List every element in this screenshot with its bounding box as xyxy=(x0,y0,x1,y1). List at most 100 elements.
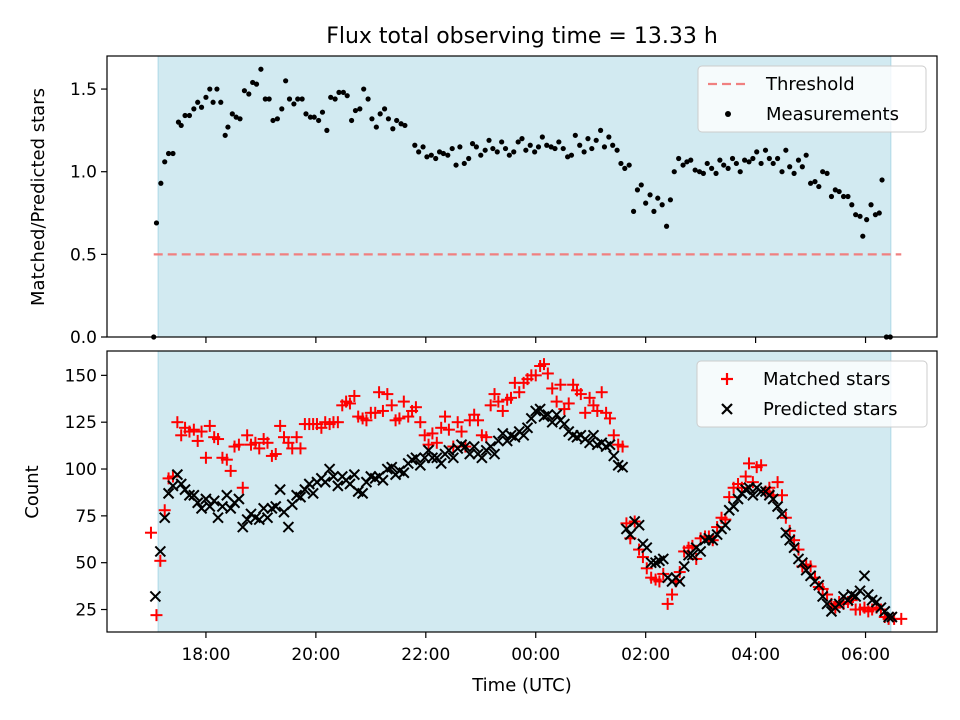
predicted-star-point xyxy=(241,513,253,526)
matched-star-point xyxy=(783,524,796,537)
matched-star-point xyxy=(554,378,567,391)
predicted-star-point xyxy=(307,487,319,500)
predicted-star-point xyxy=(767,493,779,505)
matched-star-point xyxy=(488,388,501,401)
measurement-point xyxy=(519,136,525,142)
matched-star-point xyxy=(187,423,200,436)
predicted-star-point xyxy=(294,491,307,503)
measurement-point xyxy=(357,106,363,112)
measurement-point xyxy=(274,116,280,122)
matched-star-point xyxy=(711,521,724,534)
count-y-axis-label: Count xyxy=(22,465,43,518)
predicted-star-point xyxy=(886,611,898,623)
matched-star-point xyxy=(607,429,620,442)
predicted-star-point xyxy=(542,408,554,421)
measurement-point xyxy=(598,127,604,133)
matched-star-point xyxy=(666,588,679,601)
measurement-point xyxy=(614,147,620,153)
measurement-point xyxy=(527,142,533,148)
time-x-tick-label: 06:00 xyxy=(841,645,890,665)
measurement-point xyxy=(762,147,769,153)
matched-star-point xyxy=(373,386,386,399)
measurement-point xyxy=(222,132,228,138)
predicted-star-point xyxy=(616,461,629,473)
predicted-star-point xyxy=(261,512,274,524)
legend-measurements-swatch xyxy=(725,111,731,117)
measurement-points xyxy=(151,66,893,340)
measurement-point xyxy=(544,142,550,148)
legend-threshold-label: Threshold xyxy=(765,74,855,95)
measurement-point xyxy=(585,136,591,142)
predicted-star-point xyxy=(443,444,455,456)
measurement-point xyxy=(349,117,355,124)
predicted-star-point xyxy=(796,556,809,569)
predicted-star-point xyxy=(224,502,237,515)
measurement-point xyxy=(499,139,505,145)
predicted-star-point xyxy=(776,508,788,520)
measurement-point xyxy=(445,152,451,158)
measurement-point xyxy=(352,107,359,114)
predicted-star-point xyxy=(492,435,505,447)
matched-star-point xyxy=(331,416,344,429)
predicted-star-point xyxy=(747,489,759,501)
measurement-point xyxy=(433,155,439,162)
measurement-point xyxy=(754,149,760,155)
measurement-point xyxy=(659,202,665,208)
measurement-point xyxy=(303,111,309,117)
matched-star-point xyxy=(451,416,464,429)
predicted-star-point xyxy=(497,427,509,440)
matched-star-point xyxy=(166,470,179,483)
predicted-star-point xyxy=(719,519,732,531)
measurement-point xyxy=(283,78,289,84)
matched-star-point xyxy=(562,397,575,410)
matched-star-point xyxy=(746,476,759,489)
predicted-star-point xyxy=(727,500,740,513)
ratio-panel-frame xyxy=(106,55,938,338)
predicted-star-point xyxy=(608,450,620,462)
measurement-point xyxy=(153,220,160,226)
ratio-y-tick-label: 0.0 xyxy=(70,328,97,348)
measurement-point xyxy=(246,91,252,97)
matched-star-point xyxy=(409,401,422,414)
measurement-point xyxy=(671,169,677,175)
predicted-star-point xyxy=(332,480,344,492)
count-panel-frame xyxy=(106,350,938,633)
matched-star-point xyxy=(755,459,768,472)
ratio-x-ticks xyxy=(205,337,867,343)
measurement-point xyxy=(506,152,512,158)
matched-star-point xyxy=(595,386,608,399)
measurement-point xyxy=(373,124,379,130)
matched-star-point xyxy=(719,513,732,526)
measurement-point xyxy=(253,81,260,87)
matched-star-point xyxy=(261,436,274,449)
measurement-point xyxy=(577,142,583,148)
measurement-point xyxy=(828,193,835,200)
predicted-star-point xyxy=(854,585,866,597)
predicted-star-point xyxy=(755,485,767,498)
predicted-star-point xyxy=(879,605,891,618)
matched-star-point xyxy=(203,419,216,432)
measurement-point xyxy=(774,155,781,162)
predicted-star-point xyxy=(200,493,212,505)
predicted-star-point xyxy=(348,468,361,481)
measurement-point xyxy=(717,157,723,163)
measurement-point xyxy=(428,152,434,158)
measurement-point xyxy=(316,117,322,124)
measurement-point xyxy=(237,116,243,122)
matched-star-point xyxy=(191,434,204,447)
matched-star-point xyxy=(253,442,266,455)
predicted-star-point xyxy=(191,497,204,509)
matched-star-point xyxy=(385,399,398,412)
predicted-star-point xyxy=(674,575,686,588)
predicted-star-point xyxy=(484,440,497,453)
measurement-point xyxy=(799,164,805,170)
predicted-star-point xyxy=(282,521,295,533)
matched-star-point xyxy=(381,388,394,401)
predicted-star-point xyxy=(154,545,167,558)
predicted-star-point xyxy=(274,483,286,496)
predicted-star-point xyxy=(270,500,282,513)
count-y-tick-label: 150 xyxy=(65,366,97,386)
measurement-point xyxy=(420,144,426,150)
time-x-axis-label: Time (UTC) xyxy=(471,675,572,696)
measurement-point xyxy=(622,165,628,171)
